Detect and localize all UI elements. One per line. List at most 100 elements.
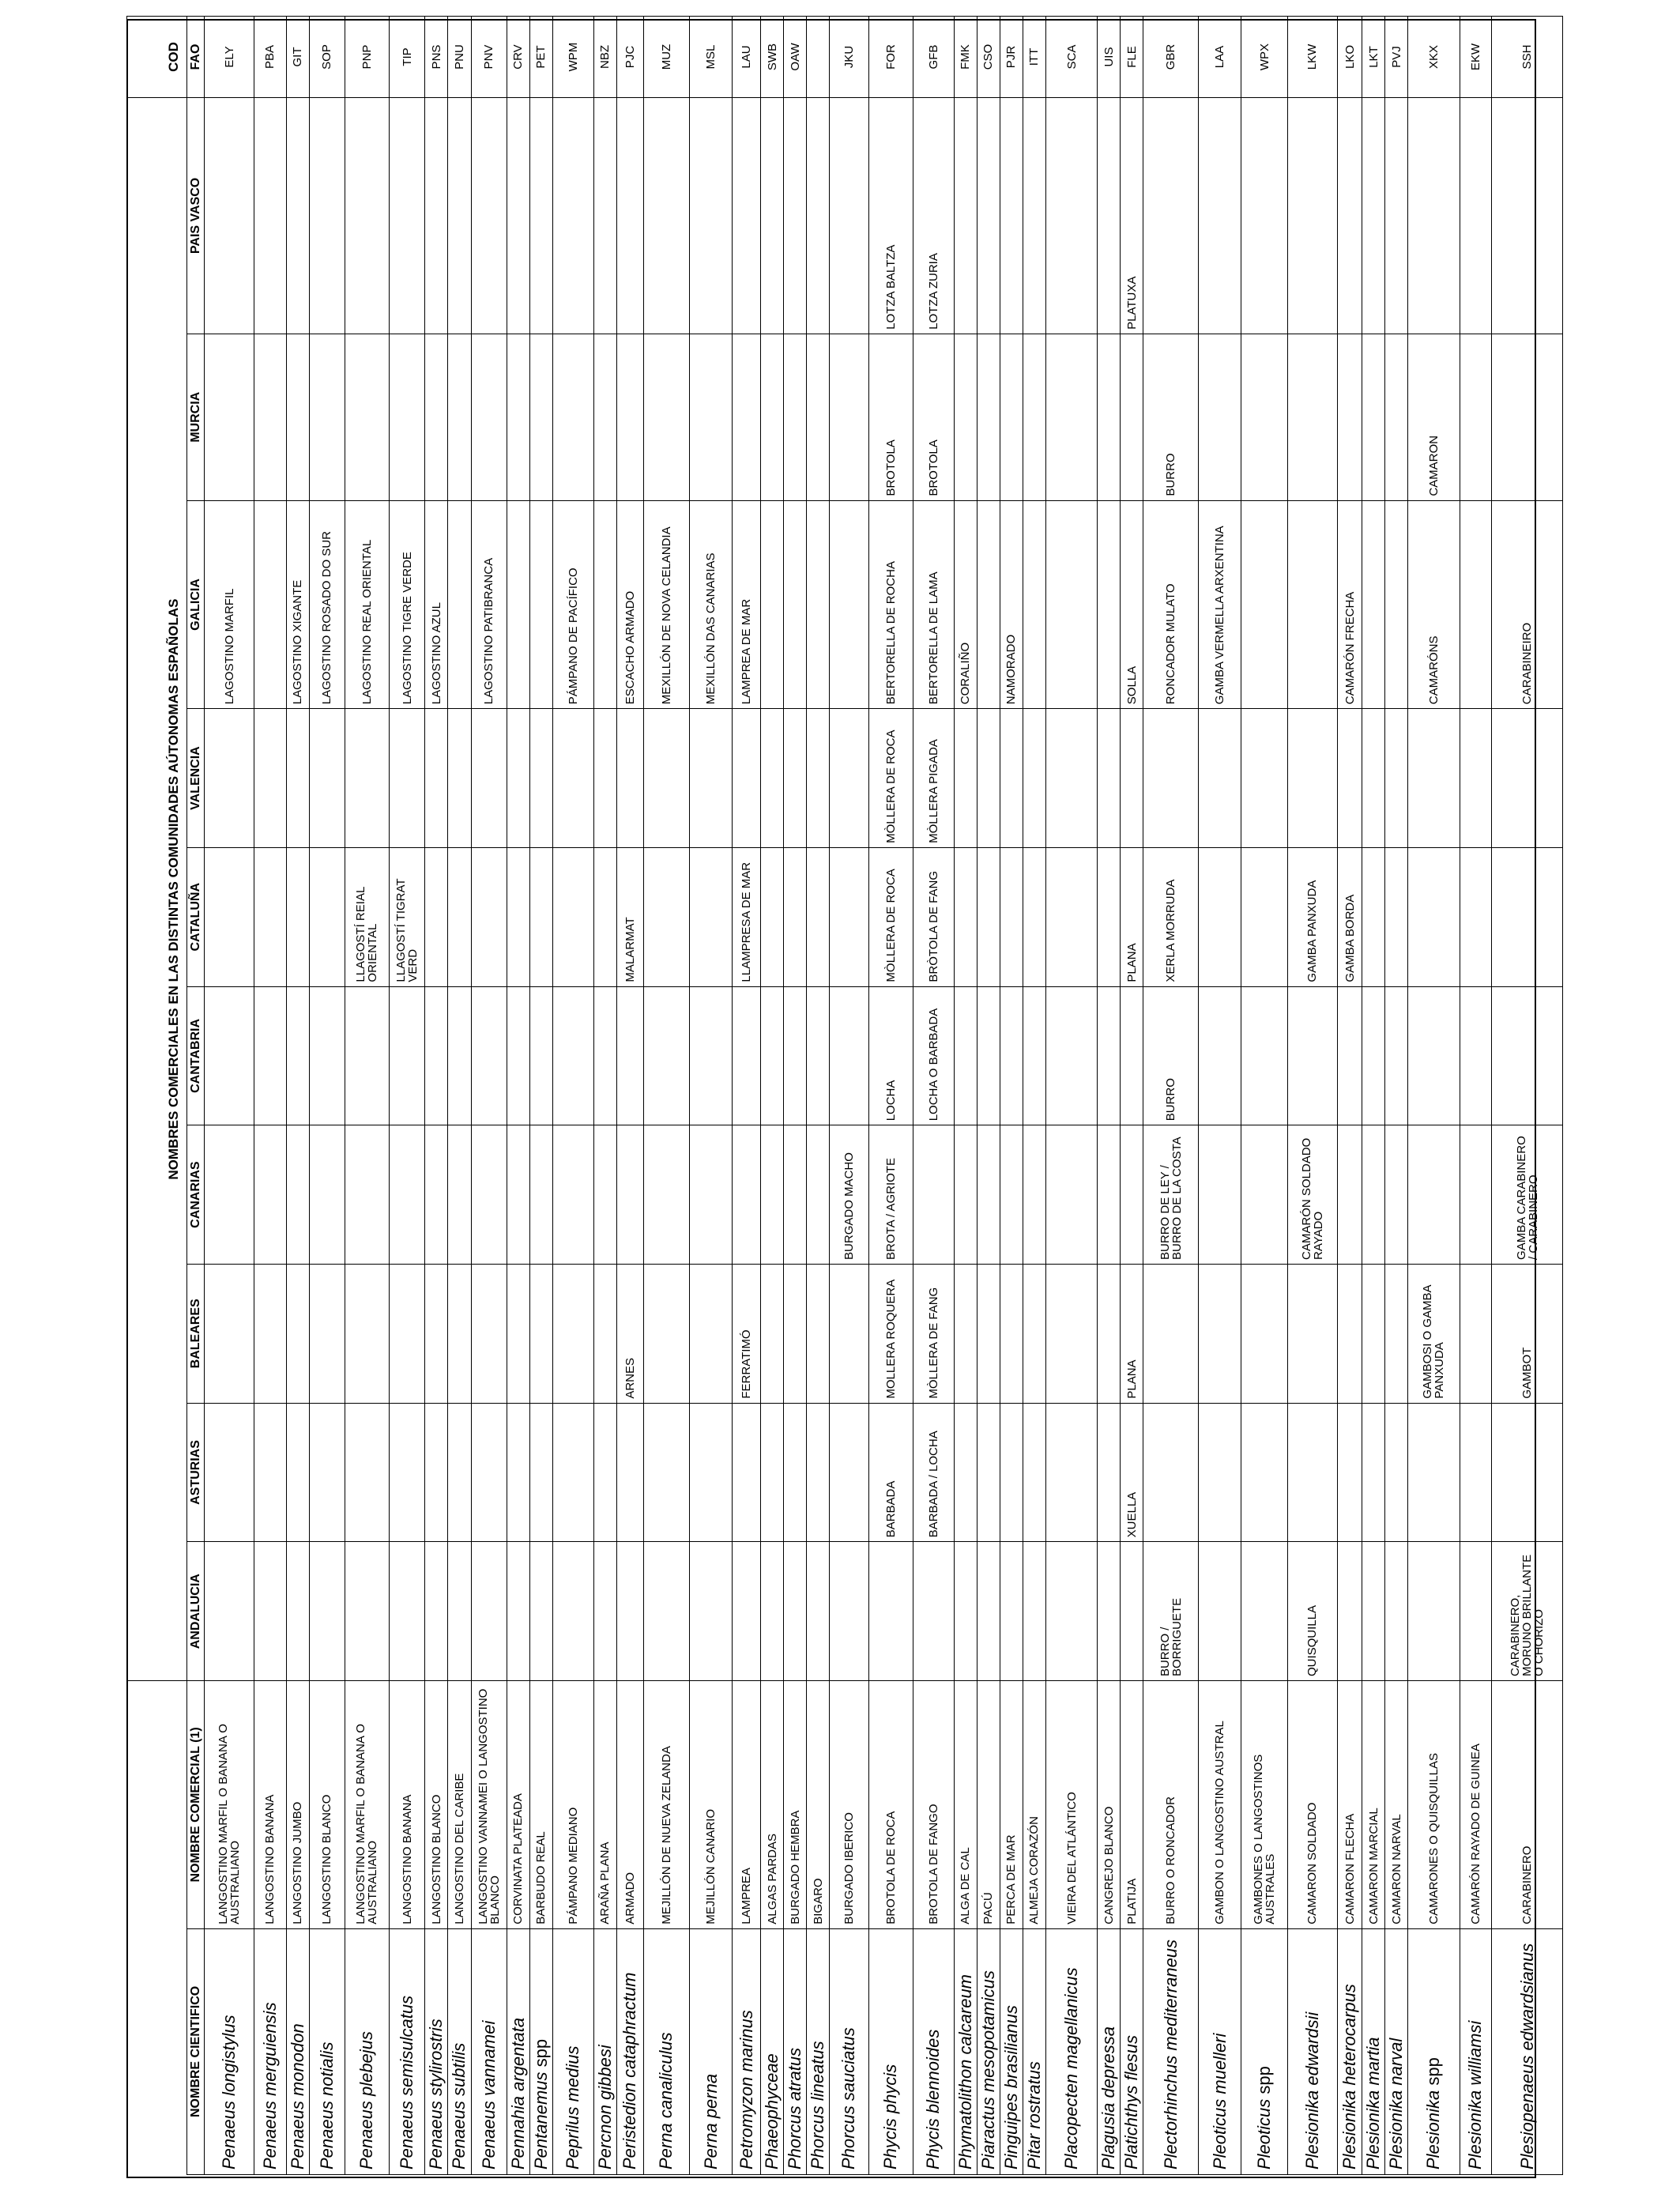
cell-galicia: LAGOSTINO PATIBRANCA bbox=[471, 500, 507, 709]
cell-valencia bbox=[977, 708, 1000, 848]
cell-commercial-name: CAMARONES O QUISQUILLAS bbox=[1407, 1680, 1460, 1929]
cell-asturias: BARBADA bbox=[868, 1403, 913, 1542]
cell-fao-code: PET bbox=[529, 16, 553, 98]
cell-asturias bbox=[389, 1403, 425, 1542]
cell-fao-code: LAU bbox=[732, 16, 761, 98]
cell-cataluna bbox=[1198, 847, 1241, 987]
cell-pais-vasco bbox=[1097, 97, 1121, 334]
cell-valencia bbox=[204, 708, 254, 848]
table-row: Penaeus stylirostris LANGOSTINO BLANCO LAG… bbox=[424, 16, 448, 2175]
table-row: Phycis phycis BROTOLA DE ROCA BARBADA MOLLE… bbox=[868, 16, 913, 2175]
col-header-fao: FAO bbox=[186, 16, 205, 98]
cell-murcia bbox=[552, 334, 594, 501]
cell-murcia bbox=[1362, 334, 1385, 501]
cell-galicia bbox=[1362, 500, 1385, 709]
cell-scientific-name: Pleoticus muelleri bbox=[1198, 1928, 1241, 2175]
cell-cantabria bbox=[447, 986, 472, 1125]
cell-pais-vasco bbox=[1407, 97, 1460, 334]
cell-valencia bbox=[529, 708, 553, 848]
cell-asturias bbox=[783, 1403, 807, 1542]
cell-pais-vasco bbox=[286, 97, 310, 334]
cell-pais-vasco bbox=[593, 97, 617, 334]
cell-andalucia bbox=[954, 1541, 977, 1681]
cell-murcia: BROTOLA bbox=[868, 334, 913, 501]
cell-valencia bbox=[1384, 708, 1408, 848]
cell-cantabria bbox=[204, 986, 254, 1125]
cell-andalucia bbox=[1000, 1541, 1023, 1681]
cell-canarias: GAMBA CARABINERO / CARABINERO bbox=[1491, 1125, 1563, 1265]
cell-canarias bbox=[529, 1125, 553, 1265]
cell-cantabria: BURRO bbox=[1143, 986, 1199, 1125]
cell-fao-code: WPX bbox=[1241, 16, 1288, 98]
cell-baleares bbox=[1045, 1264, 1098, 1404]
cell-valencia bbox=[1241, 708, 1288, 848]
cell-cataluna bbox=[689, 847, 733, 987]
cell-cantabria: LOCHA bbox=[868, 986, 913, 1125]
cell-pais-vasco bbox=[389, 97, 425, 334]
cell-fao-code: MUZ bbox=[643, 16, 690, 98]
cell-pais-vasco bbox=[1241, 97, 1288, 334]
cell-commercial-name: LANGOSTINO BANANA bbox=[254, 1680, 287, 1929]
cell-canarias bbox=[286, 1125, 310, 1265]
cell-scientific-name: Plesiopenaeus edwardsianus bbox=[1491, 1928, 1563, 2175]
cell-asturias bbox=[689, 1403, 733, 1542]
cell-andalucia bbox=[1120, 1541, 1143, 1681]
col-header-valencia: VALENCIA bbox=[186, 708, 205, 848]
cell-asturias bbox=[471, 1403, 507, 1542]
cell-fao-code: LKO bbox=[1337, 16, 1362, 98]
cell-cataluna bbox=[1491, 847, 1563, 987]
cell-valencia bbox=[689, 708, 733, 848]
cell-scientific-name: Penaeus monodon bbox=[286, 1928, 310, 2175]
cell-cantabria bbox=[1407, 986, 1460, 1125]
cell-murcia bbox=[689, 334, 733, 501]
cell-commercial-name: ALGAS PARDAS bbox=[760, 1680, 784, 1929]
cell-baleares bbox=[1143, 1264, 1199, 1404]
table-row: Phorcus lineatus BIGARO bbox=[806, 16, 830, 2175]
table-row: Pennahia argentata CORVINATA PLATEADA CRV bbox=[507, 16, 530, 2175]
cell-baleares: ARNES bbox=[616, 1264, 644, 1404]
cell-andalucia bbox=[1198, 1541, 1241, 1681]
cell-murcia bbox=[254, 334, 287, 501]
cell-andalucia bbox=[1362, 1541, 1385, 1681]
cell-galicia: MEXILLÓN DE NOVA CELANDIA bbox=[643, 500, 690, 709]
cell-murcia bbox=[829, 334, 869, 501]
cell-valencia bbox=[1407, 708, 1460, 848]
table-row: Peristedion cataphractum ARMADO ARNES MALAR… bbox=[616, 16, 644, 2175]
cell-valencia bbox=[1143, 708, 1199, 848]
table-row: Pleoticus muelleri GAMBON O LANGOSTINO AU… bbox=[1198, 16, 1241, 2175]
cell-andalucia bbox=[1337, 1541, 1362, 1681]
cell-cantabria bbox=[1097, 986, 1121, 1125]
cell-cataluna bbox=[783, 847, 807, 987]
cell-galicia: RONCADOR MULATO bbox=[1143, 500, 1199, 709]
cell-cataluna: GAMBA PANXUDA bbox=[1287, 847, 1338, 987]
cell-valencia bbox=[254, 708, 287, 848]
cell-scientific-name: Placopecten magellanicus bbox=[1045, 1928, 1098, 2175]
cell-fao-code: JKU bbox=[829, 16, 869, 98]
cell-cantabria bbox=[1362, 986, 1385, 1125]
cell-canarias bbox=[1460, 1125, 1492, 1265]
cell-commercial-name: PERCA DE MAR bbox=[1000, 1680, 1023, 1929]
cell-murcia bbox=[204, 334, 254, 501]
cell-asturias bbox=[760, 1403, 784, 1542]
cell-scientific-name: Penaeus plebejus bbox=[345, 1928, 390, 2175]
cell-cataluna bbox=[977, 847, 1000, 987]
cell-valencia bbox=[1460, 708, 1492, 848]
table-row: Percnon gibbesi ARAÑA PLANA NBZ bbox=[593, 16, 617, 2175]
cell-galicia: LAGOSTINO TIGRE VERDE bbox=[389, 500, 425, 709]
cell-canarias: CAMARÓN SOLDADO RAYADO bbox=[1287, 1125, 1338, 1265]
cell-andalucia bbox=[689, 1541, 733, 1681]
cell-cataluna bbox=[1045, 847, 1098, 987]
cell-baleares bbox=[1097, 1264, 1121, 1404]
table-row: Plesionika spp CAMARONES O QUISQUILLAS GAM… bbox=[1407, 16, 1460, 2175]
cell-fao-code: PBA bbox=[254, 16, 287, 98]
cell-cataluna bbox=[643, 847, 690, 987]
table-row: Petromyzon marinus LAMPREA FERRATIMÓ LLAMPR… bbox=[732, 16, 761, 2175]
cell-baleares bbox=[1287, 1264, 1338, 1404]
cell-baleares bbox=[552, 1264, 594, 1404]
cell-cataluna bbox=[529, 847, 553, 987]
cell-baleares bbox=[593, 1264, 617, 1404]
col-header-asturias: ASTURIAS bbox=[186, 1403, 205, 1542]
cell-galicia bbox=[507, 500, 530, 709]
table-body: Penaeus longistylus LANGOSTINO MARFIL O B… bbox=[204, 16, 1563, 2175]
cell-galicia: BERTORELLA DE ROCHA bbox=[868, 500, 913, 709]
